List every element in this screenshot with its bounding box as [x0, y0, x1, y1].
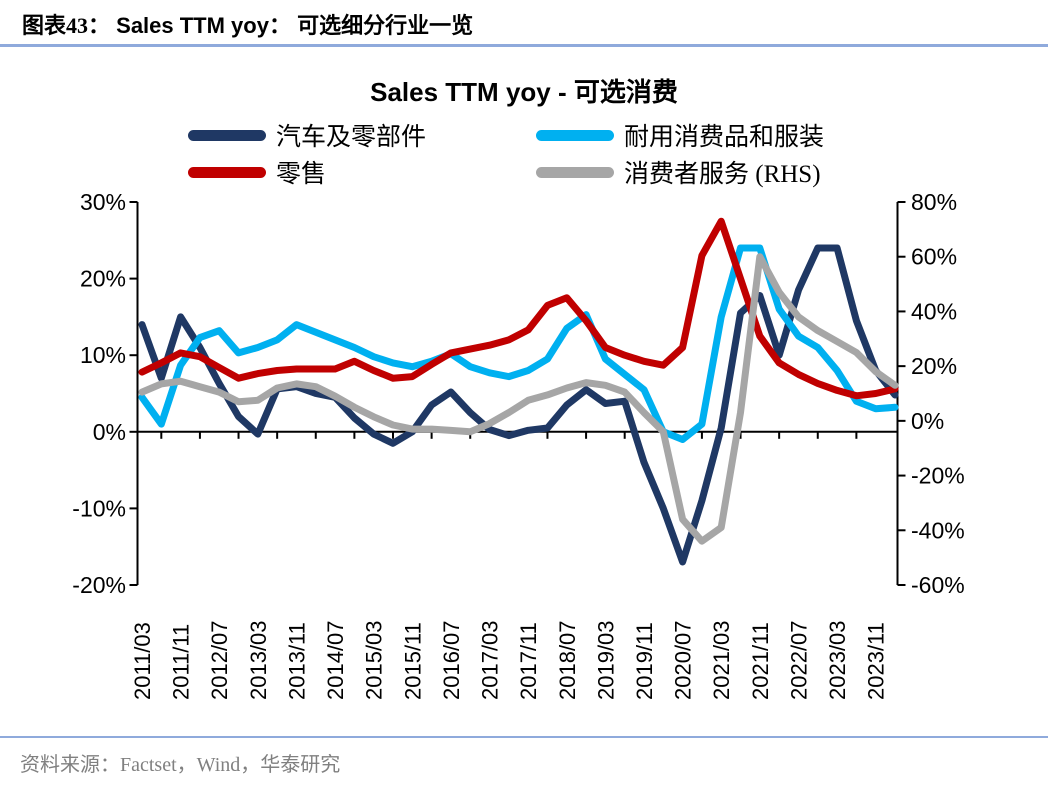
series-line-consumer_services — [138, 253, 899, 545]
legend-item-autos: 汽车及零部件 — [188, 120, 536, 151]
figure-header: 图表43： Sales TTM yoy： 可选细分行业一览 — [22, 8, 473, 40]
x-axis-tick-label: 2019/11 — [632, 622, 657, 700]
series-line-retail — [138, 217, 899, 400]
figure-title-en: Sales TTM yoy： — [116, 13, 291, 38]
right-axis-tick-label: -20% — [911, 463, 965, 489]
x-axis-tick-label: 2017/03 — [478, 620, 503, 700]
legend-label-consumer-services: 消费者服务 (RHS) — [624, 161, 821, 188]
left-axis-tick-label: 0% — [93, 419, 126, 445]
header-rule — [0, 44, 1048, 47]
figure-label: 图表43： — [22, 13, 111, 38]
left-axis-tick-label: 30% — [80, 189, 126, 215]
series-line-autos — [138, 244, 899, 566]
x-axis-tick-label: 2020/07 — [671, 620, 696, 700]
source-text: 资料来源：Factset，Wind，华泰研究 — [20, 754, 341, 776]
footer-rule — [0, 736, 1048, 738]
left-axis-tick-label: 10% — [80, 342, 126, 368]
legend-label-retail: 零售 — [276, 161, 327, 188]
legend-label-durables: 耐用消费品和服装 — [624, 124, 825, 151]
x-axis-tick-label: 2011/11 — [169, 624, 194, 700]
x-axis-tick-label: 2011/03 — [130, 622, 155, 700]
left-axis-tick-label: -20% — [72, 572, 126, 598]
figure-title-zh: 可选细分行业一览 — [297, 13, 474, 38]
legend-swatch-durables — [536, 129, 614, 141]
x-axis-tick-label: 2013/03 — [246, 620, 271, 700]
right-axis-tick-label: 80% — [911, 189, 957, 215]
right-axis-tick-label: 60% — [911, 244, 957, 270]
chart-title: Sales TTM yoy - 可选消费 — [370, 77, 678, 107]
x-axis-tick-label: 2023/11 — [864, 622, 889, 700]
x-axis-tick-label: 2021/03 — [709, 620, 734, 700]
legend-label-autos: 汽车及零部件 — [276, 124, 427, 151]
x-axis-tick-label: 2018/07 — [555, 620, 580, 700]
x-axis-tick-label: 2014/07 — [323, 620, 348, 700]
left-axis-tick-label: -10% — [72, 495, 126, 521]
legend-swatch-consumer-services — [536, 166, 614, 178]
right-axis-tick-label: 40% — [911, 298, 957, 324]
legend-item-retail: 零售 — [188, 157, 536, 188]
left-axis-tick-label: 20% — [80, 266, 126, 292]
right-axis-tick-label: -40% — [911, 517, 965, 543]
x-axis-tick-label: 2016/07 — [439, 620, 464, 700]
x-axis-tick-label: 2013/11 — [284, 622, 309, 700]
x-axis-tick-label: 2022/07 — [786, 620, 811, 700]
legend-item-durables: 耐用消费品和服装 — [536, 120, 825, 151]
right-axis-tick-label: 20% — [911, 353, 957, 379]
x-axis-tick-label: 2021/11 — [748, 622, 773, 700]
x-axis-tick-label: 2019/03 — [593, 620, 618, 700]
x-axis-tick-label: 2012/07 — [207, 620, 232, 700]
legend-swatch-retail — [188, 166, 266, 178]
right-axis-tick-label: -60% — [911, 572, 965, 598]
legend-item-consumer-services: 消费者服务 (RHS) — [536, 157, 824, 188]
right-axis-tick-label: 0% — [911, 408, 944, 434]
x-axis-tick-label: 2015/11 — [400, 622, 425, 700]
chart-legend: 汽车及零部件 耐用消费品和服装 零售 消费者服务 (RHS) — [188, 120, 825, 188]
x-axis-tick-label: 2023/03 — [825, 620, 850, 700]
x-axis-tick-label: 2017/11 — [516, 622, 541, 700]
legend-swatch-autos — [188, 129, 266, 141]
x-axis-tick-label: 2015/03 — [362, 620, 387, 700]
